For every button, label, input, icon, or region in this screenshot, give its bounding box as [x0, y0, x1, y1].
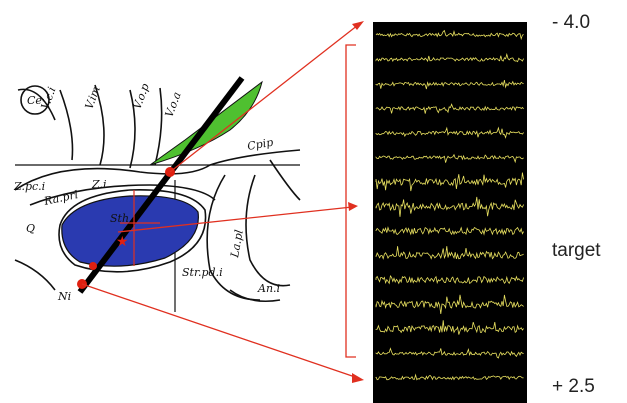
atlas-label: La.pl — [228, 228, 246, 259]
exit-point — [89, 262, 97, 270]
atlas-label: V.o.p — [131, 82, 152, 111]
figure: ★ Ce V.c.i V.im V.o.p V.o.a Cpip Z.pc.i … — [0, 0, 627, 403]
depth-top: - 4.0 — [552, 12, 590, 33]
recording-panel — [373, 22, 527, 403]
arrowheads — [348, 21, 364, 383]
atlas-label: Cpip — [246, 136, 274, 153]
atlas-label: Q — [26, 222, 35, 235]
atlas-label: Sth — [110, 212, 129, 225]
depth-bottom: + 2.5 — [552, 376, 595, 397]
depth-target: target — [552, 240, 601, 261]
atlas-label: Ra.prl — [42, 188, 80, 208]
atlas-label: Ni — [57, 290, 71, 303]
atlas-label: V.im — [83, 85, 103, 111]
atlas-label: V.c.i — [39, 85, 59, 111]
atlas-label: An.i — [257, 282, 280, 295]
atlas-label: Z.pc.i — [13, 180, 45, 193]
atlas-label: Str.pd.i — [182, 266, 223, 279]
atlas-label: V.o.a — [163, 90, 184, 119]
star: ★ — [116, 233, 129, 249]
atlas-label: Z.i — [91, 178, 106, 191]
